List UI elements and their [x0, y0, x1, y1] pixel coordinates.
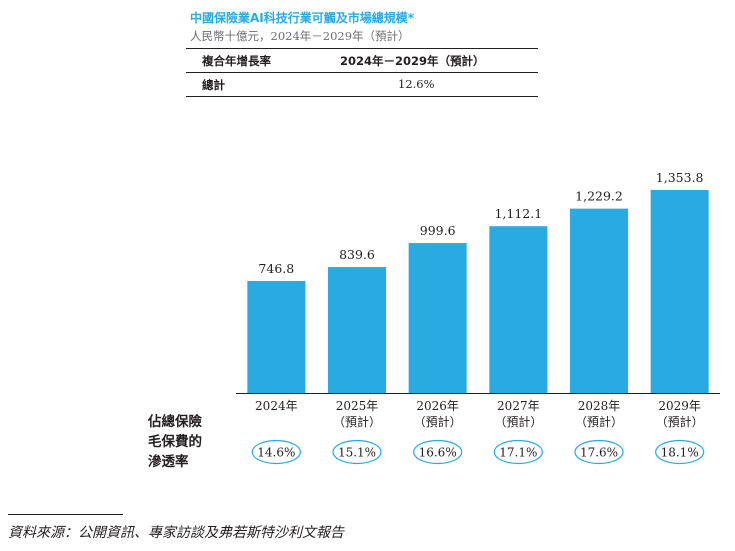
rate-ellipse: [332, 439, 382, 465]
bar: [408, 243, 467, 393]
penetration-rate-label: 16.6%: [419, 446, 457, 460]
chart-title: 中國保險業AI科技行業可觸及市場總規模*: [190, 11, 415, 25]
penetration-rate-label: 17.1%: [499, 446, 537, 460]
cagr-table: 複合年增長率 2024年－2029年（預計） 總計 12.6%: [186, 48, 538, 97]
x-tick-label: 2024年: [255, 399, 298, 413]
bar: [328, 267, 386, 393]
bar-value-label: 1,112.1: [494, 206, 542, 221]
source-note: 資料來源：公開資訊、專家訪談及弗若斯特沙利文報告: [8, 525, 344, 541]
x-tick-label: 2027年: [497, 399, 540, 413]
bar-value-label: 1,229.2: [575, 189, 623, 204]
rate-ellipse: [574, 439, 624, 465]
bar: [570, 208, 628, 393]
rate-ellipse: [251, 439, 301, 465]
bar: [650, 189, 709, 393]
bar-value-label: 746.8: [258, 261, 294, 276]
penetration-label-line-3: 滲透率: [148, 454, 189, 470]
x-tick-label: 2025年: [336, 399, 379, 413]
x-tick-label: 2028年: [578, 399, 621, 413]
penetration-label-line-2: 毛保費的: [148, 434, 202, 450]
x-tick-note: （預計）: [575, 414, 623, 429]
x-tick-label: 2026年: [416, 399, 459, 413]
bar: [489, 226, 548, 393]
penetration-label-line-1: 佔總保險: [148, 414, 202, 430]
bar: [247, 280, 306, 393]
x-tick-note: （預計）: [414, 414, 462, 429]
rate-ellipse: [493, 439, 543, 465]
cagr-header-period: 2024年－2029年（預計）: [340, 54, 485, 68]
cagr-header-label: 複合年增長率: [202, 54, 271, 68]
cagr-total-row: 總計 12.6%: [186, 73, 538, 97]
x-tick-label: 2029年: [658, 399, 701, 413]
penetration-rate-label: 15.1%: [338, 446, 376, 460]
penetration-rate-label: 17.6%: [580, 446, 618, 460]
penetration-label: 佔總保險 毛保費的 滲透率: [148, 412, 202, 472]
bar-value-label: 1,353.8: [656, 170, 704, 185]
bar-value-label: 839.6: [339, 247, 375, 262]
penetration-rate-label: 18.1%: [661, 446, 699, 460]
cagr-header-row: 複合年增長率 2024年－2029年（預計）: [186, 48, 538, 73]
penetration-rate-label: 14.6%: [257, 446, 295, 460]
x-tick-note: （預計）: [656, 414, 704, 429]
source-divider: [8, 514, 123, 515]
cagr-total-value: 12.6%: [398, 77, 435, 91]
rate-ellipse: [655, 439, 705, 465]
chart-subtitle: 人民幣十億元，2024年－2029年（預計）: [190, 29, 410, 43]
cagr-total-label: 總計: [202, 78, 225, 92]
rate-ellipse: [413, 439, 463, 465]
x-tick-note: （預計）: [333, 414, 381, 429]
x-tick-note: （預計）: [494, 414, 542, 429]
bar-value-label: 999.6: [420, 223, 456, 238]
